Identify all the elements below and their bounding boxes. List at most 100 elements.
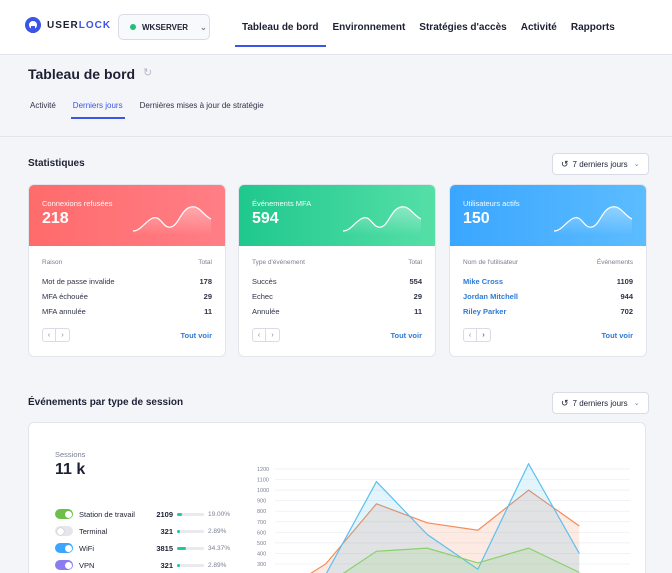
pager: ‹ › [252,328,280,342]
row-count: 29 [203,292,212,301]
table-row: Annulée 11 [252,304,422,319]
see-all-link[interactable]: Tout voir [390,331,422,340]
col-header: Total [198,259,212,266]
period-label: 7 derniers jours [572,398,628,408]
stat-card-active-users: Utilisateurs actifs 150 Nom de l'utilisa… [449,184,647,357]
session-name: Station de travail [79,509,135,519]
y-tick-label: 500 [257,541,266,547]
statistics-period-dropdown[interactable]: ↺ 7 derniers jours ⌄ [552,153,649,175]
col-header: Nom de l'utilisateur [463,259,519,266]
y-tick-label: 400 [257,551,266,557]
sparkline [554,206,633,235]
user-link[interactable]: Riley Parker [463,307,507,316]
table-row: MFA échouée 29 [42,289,212,304]
row-count: 944 [620,292,633,301]
prev-page-button[interactable]: ‹ [42,328,56,342]
row-count: 11 [414,307,422,316]
y-tick-label: 700 [257,520,266,526]
card-table: Nom de l'utilisateur Événements Mike Cros… [463,259,633,319]
session-name: VPN [79,560,95,570]
session-row-vpn: VPN 321 2.89% [55,559,235,571]
server-selector[interactable]: WKSERVER ⌄ [118,14,210,40]
stat-card-mfa-events: Événements MFA 594 Type d'événement Total… [238,184,436,357]
card-table: Type d'événement Total Succès 554 Echec 29 … [252,259,422,319]
row-count: 29 [413,292,422,301]
tab-policy-updates[interactable]: Dernières mises à jour de stratégie [139,101,264,110]
session-progress [177,529,204,533]
card-value: 218 [42,210,69,227]
next-page-button[interactable]: › [477,328,491,342]
col-header: Type d'événement [252,259,305,266]
row-count: 178 [199,277,212,286]
refresh-icon[interactable]: ↻ [143,67,153,79]
tab-last-days[interactable]: Derniers jours [70,95,125,119]
session-pct: 34.37% [208,544,231,552]
app-logo[interactable]: USERLOCK [25,17,111,33]
y-tick-label: 1100 [257,478,269,484]
session-toggle[interactable] [55,560,73,570]
row-count: 1109 [616,277,633,286]
series-area-2 [343,548,580,573]
col-header: Raison [42,259,63,266]
session-toggle[interactable] [55,543,73,553]
history-icon: ↺ [561,158,569,169]
prev-page-button[interactable]: ‹ [252,328,266,342]
logo-text-lock: LOCK [78,19,112,31]
sparkline [133,206,212,235]
nav-environment[interactable]: Environnement [332,22,406,33]
user-link[interactable]: Jordan Mitchell [463,292,519,301]
nav-dashboard[interactable]: Tableau de bord [235,0,326,55]
session-toggle[interactable] [55,526,73,536]
card-label: Utilisateurs actifs [463,199,520,208]
nav-access-policies[interactable]: Stratégies d'accès [419,22,507,33]
nav-activity[interactable]: Activité [520,22,557,33]
row-name: MFA annulée [42,307,86,316]
table-row: Mot de passe invalide 178 [42,274,212,289]
row-name: Succès [252,277,277,286]
series-line-2 [342,547,580,573]
history-icon: ↺ [561,397,569,408]
session-row-wifi: WiFi 3815 34.37% [55,542,235,554]
y-tick-label: 1200 [257,467,269,473]
series-line-1 [325,463,580,573]
sub-tabs: Activité Derniers jours Dernières mises … [28,95,279,121]
sessions-label: Sessions [55,450,86,459]
next-page-button[interactable]: › [266,328,280,342]
session-pct: 19.00% [208,510,231,518]
row-name: Mot de passe invalide [42,277,115,286]
statistics-title: Statistiques [28,158,85,169]
sessions-panel: Sessions 11 k Station de travail 2109 19… [28,422,646,573]
see-all-link[interactable]: Tout voir [601,331,633,340]
session-count: 321 [160,560,173,570]
y-tick-label: 1000 [257,488,269,494]
session-count: 3815 [156,543,173,553]
session-progress [177,546,204,550]
chevron-down-icon: ⌄ [633,161,640,168]
y-tick-label: 600 [257,530,266,536]
page-title: Tableau de bord [28,66,136,82]
sessions-period-dropdown[interactable]: ↺ 7 derniers jours ⌄ [552,392,649,414]
session-progress [177,512,204,516]
userlock-logo-icon [25,17,41,33]
table-row: Succès 554 [252,274,422,289]
period-label: 7 derniers jours [572,159,628,169]
nav-reports[interactable]: Rapports [570,22,615,33]
user-link[interactable]: Mike Cross [463,277,504,286]
header-divider [0,136,672,137]
table-row: Riley Parker 702 [463,304,633,319]
prev-page-button[interactable]: ‹ [463,328,477,342]
see-all-link[interactable]: Tout voir [180,331,212,340]
main-nav: Tableau de bord Environnement Stratégies… [235,0,622,55]
tab-activity[interactable]: Activité [30,101,56,110]
session-name: WiFi [79,543,94,553]
next-page-button[interactable]: › [56,328,70,342]
card-value: 594 [252,210,279,227]
card-value: 150 [463,210,490,227]
session-count: 321 [160,526,173,536]
session-row-workstation: Station de travail 2109 19.00% [55,508,235,520]
card-header: Événements MFA 594 [239,185,435,246]
chevron-down-icon: ⌄ [633,400,640,407]
session-progress [177,563,204,567]
session-toggle[interactable] [55,509,73,519]
row-name: Echec [252,292,273,301]
